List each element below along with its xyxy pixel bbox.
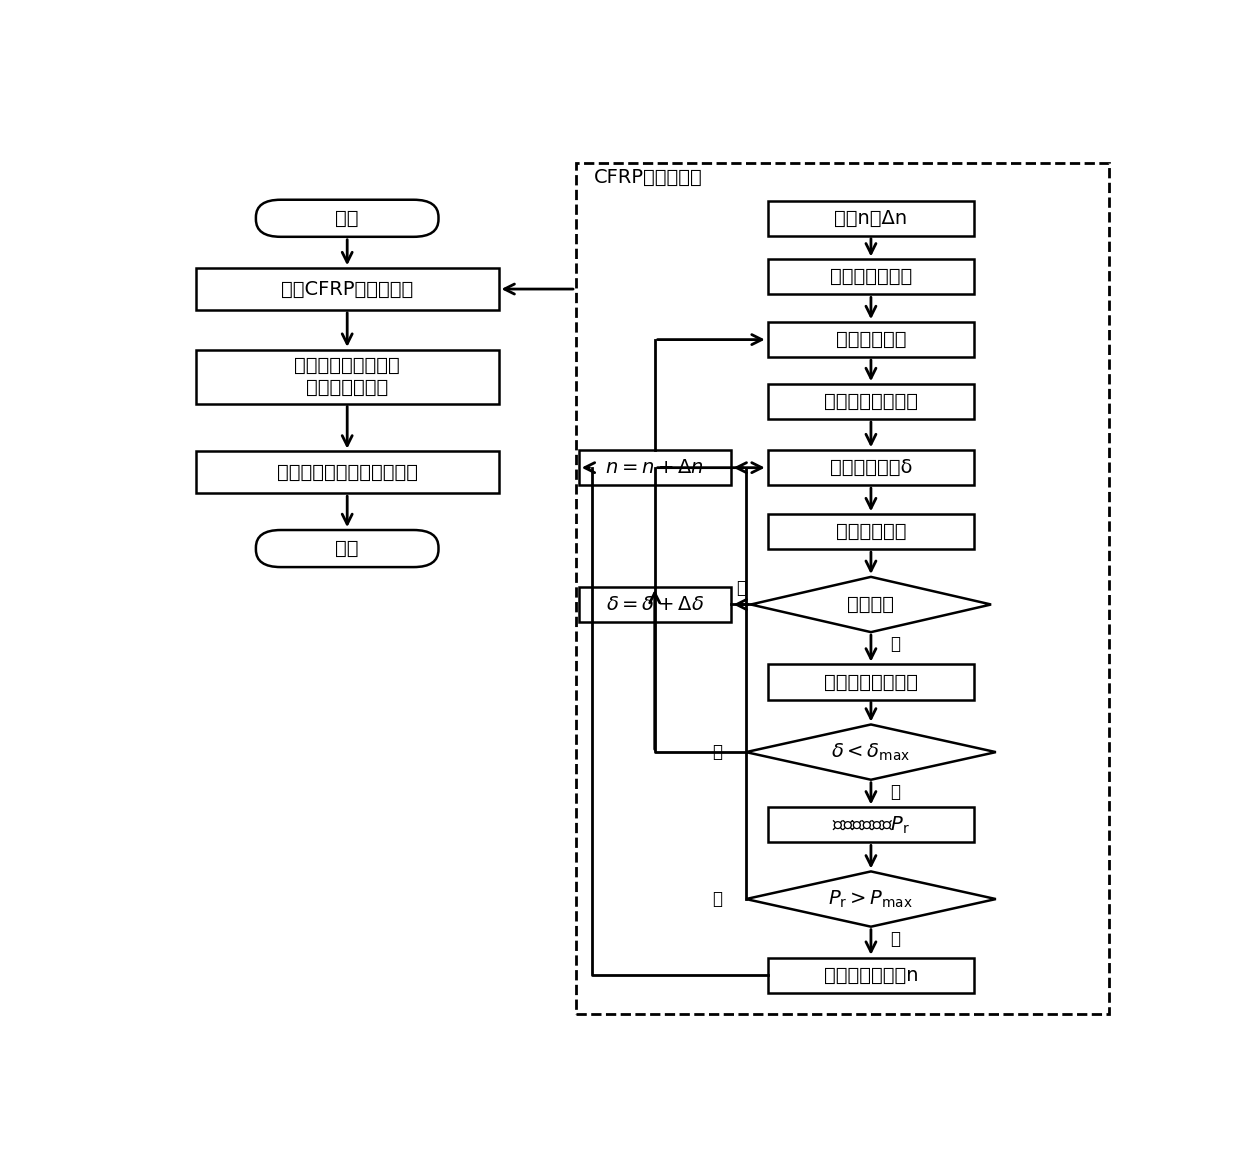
Text: 材料性能突然退化: 材料性能突然退化 bbox=[823, 672, 918, 692]
Polygon shape bbox=[746, 725, 996, 780]
Text: 是: 是 bbox=[890, 636, 900, 653]
Text: 获得剩余强度$P_{\mathrm{r}}$: 获得剩余强度$P_{\mathrm{r}}$ bbox=[832, 814, 910, 835]
Text: 进行应力分析: 进行应力分析 bbox=[836, 330, 906, 350]
Text: 材料性能逐渐退化: 材料性能逐渐退化 bbox=[823, 392, 918, 411]
FancyBboxPatch shape bbox=[768, 807, 975, 842]
Text: 建立有限元模型: 建立有限元模型 bbox=[830, 267, 913, 286]
Text: 施加位移载荷δ: 施加位移载荷δ bbox=[830, 459, 913, 477]
FancyBboxPatch shape bbox=[579, 586, 730, 622]
FancyBboxPatch shape bbox=[255, 530, 439, 567]
Text: 进行应力分析: 进行应力分析 bbox=[836, 522, 906, 541]
FancyBboxPatch shape bbox=[768, 957, 975, 992]
Text: 使用名义应力法获得
金属板疲劳寿命: 使用名义应力法获得 金属板疲劳寿命 bbox=[294, 357, 401, 398]
Polygon shape bbox=[746, 872, 996, 927]
FancyBboxPatch shape bbox=[196, 350, 498, 404]
Text: 否: 否 bbox=[890, 930, 900, 948]
FancyBboxPatch shape bbox=[575, 163, 1110, 1013]
Text: $\delta<\delta_{\mathrm{max}}$: $\delta<\delta_{\mathrm{max}}$ bbox=[831, 741, 910, 762]
FancyBboxPatch shape bbox=[255, 199, 439, 237]
Text: 单元失效: 单元失效 bbox=[847, 595, 894, 613]
FancyBboxPatch shape bbox=[768, 664, 975, 699]
FancyBboxPatch shape bbox=[196, 269, 498, 310]
Text: $\delta=\delta+\Delta\delta$: $\delta=\delta+\Delta\delta$ bbox=[605, 595, 704, 613]
Text: 输出疲劳循环数n: 输出疲劳循环数n bbox=[823, 965, 918, 984]
FancyBboxPatch shape bbox=[768, 259, 975, 294]
Text: 获得混合连接结构疲劳寿命: 获得混合连接结构疲劳寿命 bbox=[277, 463, 418, 482]
Text: 否: 否 bbox=[735, 578, 745, 597]
FancyBboxPatch shape bbox=[768, 450, 975, 486]
Text: 获得CFRP板疲劳寿命: 获得CFRP板疲劳寿命 bbox=[281, 279, 413, 299]
Text: $n=n+\Delta n$: $n=n+\Delta n$ bbox=[605, 459, 704, 477]
FancyBboxPatch shape bbox=[768, 384, 975, 419]
Text: 否: 否 bbox=[890, 782, 900, 801]
Text: 结束: 结束 bbox=[336, 540, 358, 558]
FancyBboxPatch shape bbox=[579, 450, 730, 486]
FancyBboxPatch shape bbox=[768, 323, 975, 357]
Polygon shape bbox=[751, 577, 991, 632]
Text: 是: 是 bbox=[712, 744, 722, 761]
Text: CFRP板寿命模块: CFRP板寿命模块 bbox=[594, 169, 703, 188]
Text: 开始: 开始 bbox=[336, 209, 358, 228]
Text: 设置n和Δn: 设置n和Δn bbox=[835, 209, 908, 228]
Text: 是: 是 bbox=[712, 890, 722, 908]
Text: $P_{\mathrm{r}}>P_{\mathrm{max}}$: $P_{\mathrm{r}}>P_{\mathrm{max}}$ bbox=[828, 888, 914, 910]
FancyBboxPatch shape bbox=[768, 514, 975, 549]
FancyBboxPatch shape bbox=[196, 452, 498, 494]
FancyBboxPatch shape bbox=[768, 201, 975, 236]
